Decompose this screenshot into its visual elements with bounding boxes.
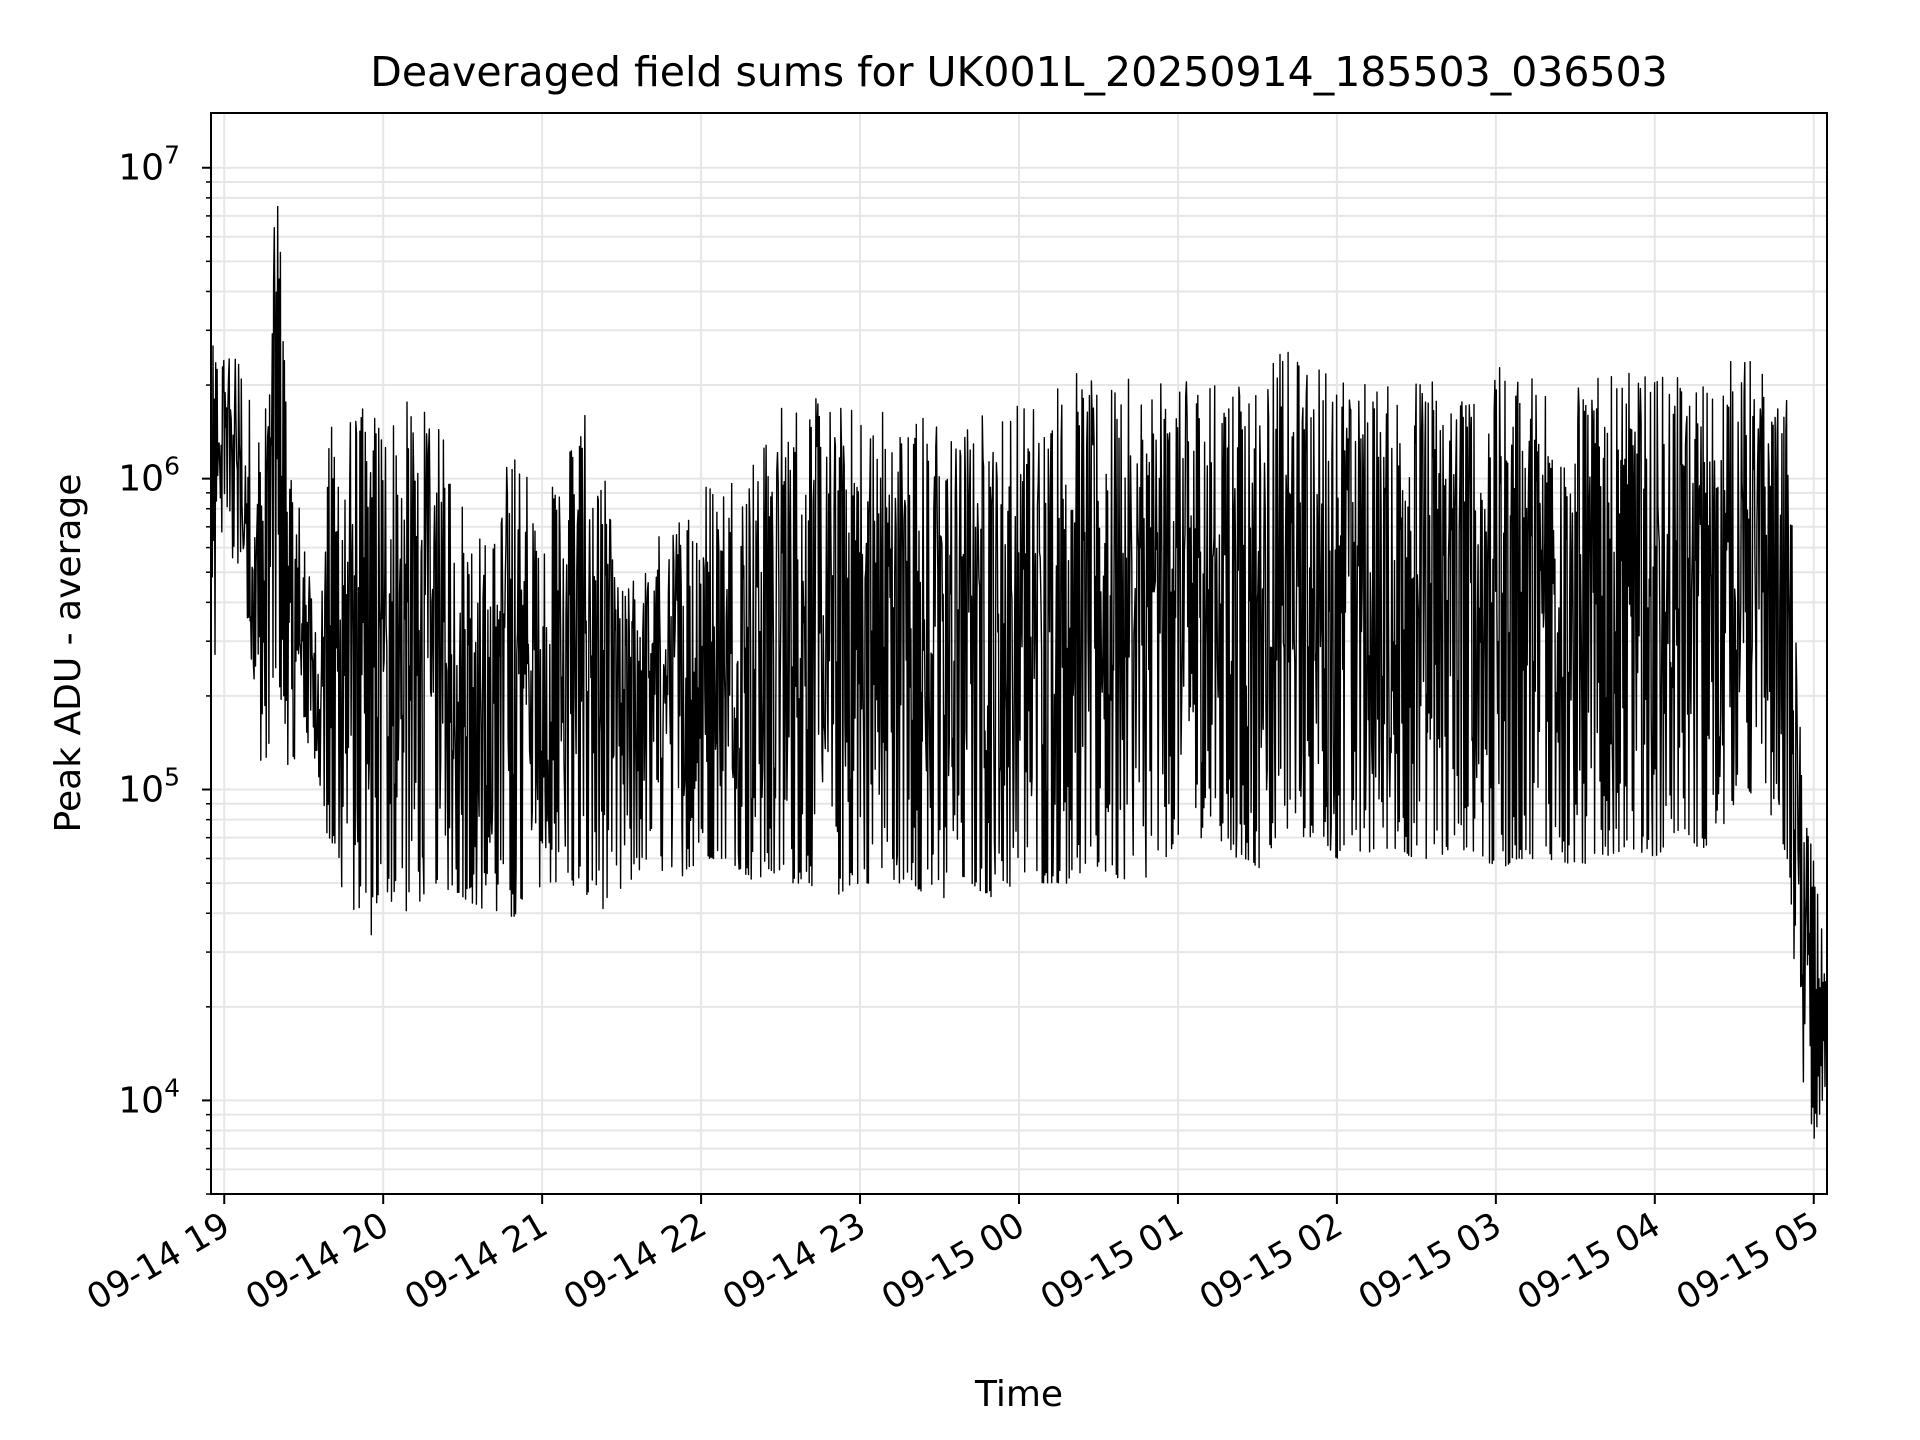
chart-title: Deaveraged field sums for UK001L_2025091… xyxy=(370,48,1668,96)
y-tick-label: 106 xyxy=(118,452,180,500)
y-tick-label: 105 xyxy=(118,763,180,811)
x-axis-label: Time xyxy=(974,1374,1063,1415)
y-tick-label: 107 xyxy=(118,141,180,189)
series-line xyxy=(211,205,1827,1139)
y-tick-label: 104 xyxy=(118,1073,180,1121)
y-axis: 104 105 106 107 xyxy=(118,141,211,1195)
series-path xyxy=(211,205,1827,1139)
grid xyxy=(211,113,1827,1195)
y-axis-label: Peak ADU - average xyxy=(48,474,89,833)
